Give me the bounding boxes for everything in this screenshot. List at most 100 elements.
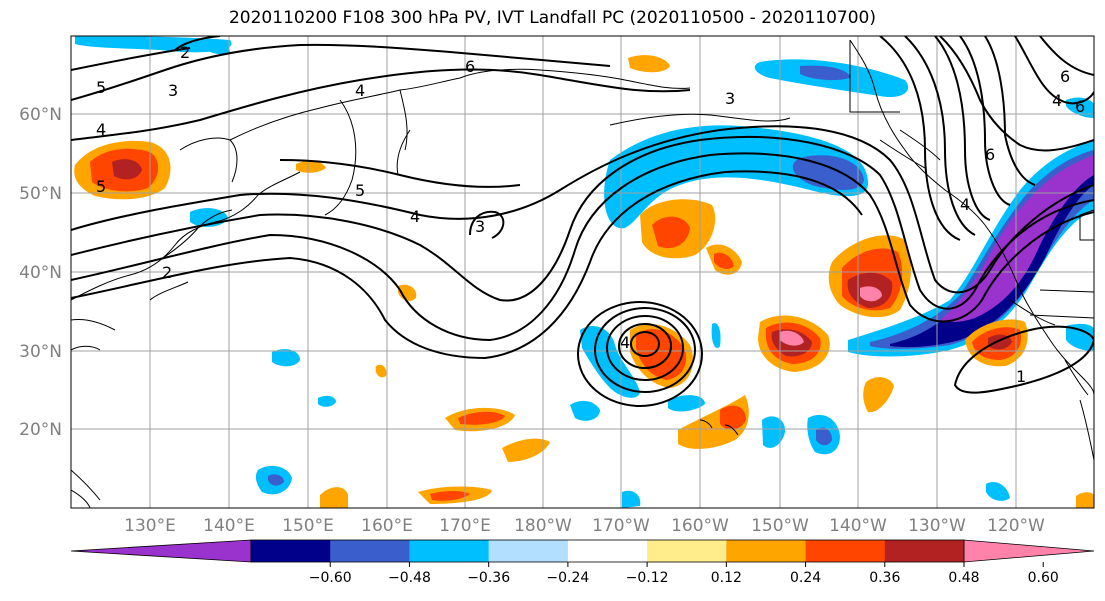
lon-label: 140°E — [203, 516, 255, 536]
pv-label: 4 — [620, 333, 630, 352]
colorbar-segment — [726, 540, 807, 562]
positive-anomaly-bering-1 — [628, 55, 670, 73]
colorbar-tick-label: 0.12 — [711, 570, 742, 586]
positive-anomaly-sub-8 — [375, 364, 387, 378]
pv-label: 4 — [960, 195, 970, 214]
colorbar-segment — [884, 540, 965, 562]
pv-label: 4 — [355, 81, 365, 100]
negative-anomaly-hawaii-3 — [668, 395, 705, 412]
colorbar-tick-label: −0.48 — [388, 570, 431, 586]
latitude-labels: 60°N 50°N 40°N 30°N 20°N — [19, 105, 62, 440]
colorbar-outline — [250, 539, 965, 563]
negative-anomaly-small-3-core — [268, 474, 284, 486]
pv-label: 1 — [1016, 367, 1026, 386]
negative-anomaly-small-6 — [622, 490, 641, 508]
colorbar-segment — [488, 540, 569, 562]
coastlines — [71, 39, 1094, 508]
lon-label: 170°E — [439, 516, 491, 536]
positive-anomaly-sub-1-core — [458, 411, 505, 425]
pv-label: 6 — [465, 57, 475, 76]
positive-anomaly-sub-6 — [863, 377, 894, 413]
colorbar-segment — [251, 540, 331, 562]
positive-anomaly-sub-5-core — [720, 405, 746, 430]
negative-anomaly-small-5 — [711, 323, 721, 348]
negative-anomaly-small-2 — [272, 349, 300, 367]
negative-anomaly-northwest — [75, 36, 232, 53]
colorbar-tick-label: −0.24 — [546, 570, 589, 586]
positive-anomaly-sub-7 — [398, 284, 417, 301]
colorbar-tick-label: −0.60 — [309, 570, 352, 586]
negative-anomaly-hawaii-2 — [570, 400, 600, 421]
lon-label: 160°E — [361, 516, 413, 536]
positive-anomaly-sub-4 — [320, 487, 348, 508]
positive-anomaly-sub-3-core — [430, 491, 470, 501]
lat-label: 30°N — [19, 342, 62, 362]
colorbar-tick-label: 0.60 — [1028, 570, 1059, 586]
lat-label: 40°N — [19, 263, 62, 283]
lon-label: 130°W — [908, 516, 966, 536]
pv-label: 4 — [96, 120, 106, 139]
figure-title: 2020110200 F108 300 hPa PV, IVT Landfall… — [228, 8, 876, 28]
colorbar-tick-label: 0.36 — [869, 570, 900, 586]
negative-anomaly-west-coast-peak — [940, 155, 1094, 323]
positive-anomaly-sub-9 — [1076, 492, 1094, 508]
positive-anomaly-japan-sea-core — [112, 159, 142, 180]
ivt-shading-layer — [74, 36, 1094, 508]
colorbar-extend-low — [70, 539, 252, 563]
lat-label: 20°N — [19, 420, 62, 440]
negative-anomaly-hawaii-4 — [762, 416, 786, 448]
map-frame — [70, 35, 1095, 509]
pv-label: 2 — [162, 263, 172, 282]
lon-label: 140°W — [829, 516, 887, 536]
negative-anomaly-gulf-alaska — [604, 125, 869, 229]
positive-anomaly-central-2-core — [714, 252, 734, 269]
colorbar-segments — [70, 539, 1095, 563]
colorbar-segment — [567, 540, 648, 562]
lon-label: 160°W — [671, 516, 729, 536]
pv-label: 6 — [985, 145, 995, 164]
positive-anomaly-central-3-peak — [780, 330, 804, 346]
negative-anomaly-east-edge — [1066, 323, 1094, 351]
pv-contour-labels: 5 4 5 2 3 6 4 5 4 3 2 3 6 4 6 6 4 1 4 — [96, 43, 1085, 386]
pv-label: 3 — [168, 81, 178, 100]
positive-anomaly-central-1-core — [652, 216, 690, 249]
pv-label: 6 — [1075, 97, 1085, 116]
colorbar-segment — [805, 540, 886, 562]
negative-anomaly-north-core — [800, 65, 850, 81]
positive-anomaly-ne-pacific-peak — [860, 286, 882, 302]
pv-label: 3 — [725, 89, 735, 108]
colorbar-extend-high — [963, 539, 1095, 563]
graticule — [71, 36, 1094, 508]
lon-label: 120°W — [987, 516, 1045, 536]
colorbar-tick-label: 0.48 — [948, 570, 979, 586]
lat-label: 50°N — [19, 184, 62, 204]
lon-label: 150°W — [751, 516, 809, 536]
pv-label: 5 — [355, 181, 365, 200]
pv-label: 5 — [96, 78, 106, 97]
lon-label: 130°E — [124, 516, 176, 536]
lon-label: 150°E — [282, 516, 334, 536]
positive-anomaly-sub-2 — [502, 438, 550, 462]
pv-label: 4 — [1052, 91, 1062, 110]
negative-anomaly-small-8 — [205, 40, 230, 55]
lat-label: 60°N — [19, 105, 62, 125]
pv-label: 3 — [475, 217, 485, 236]
negative-anomaly-gulf-core — [792, 155, 864, 190]
longitude-labels: 130°E 140°E 150°E 160°E 170°E 180°W 170°… — [124, 516, 1045, 536]
negative-anomaly-small-7 — [986, 481, 1010, 501]
colorbar-segment — [647, 540, 727, 562]
pv-label: 4 — [410, 207, 420, 226]
pv-label: 2 — [180, 43, 190, 62]
colorbar-segment — [409, 540, 490, 562]
negative-anomaly-hawaii-5-core — [816, 427, 832, 446]
positive-anomaly-kamchatka-sm — [296, 160, 326, 173]
pv-label: 5 — [96, 177, 106, 196]
colorbar-segment — [330, 540, 410, 562]
lon-label: 170°W — [592, 516, 650, 536]
lon-label: 180°W — [514, 516, 572, 536]
colorbar-tick-label: 0.24 — [790, 570, 821, 586]
pv-label: 6 — [1060, 67, 1070, 86]
colorbar-tick-label: −0.12 — [626, 570, 669, 586]
